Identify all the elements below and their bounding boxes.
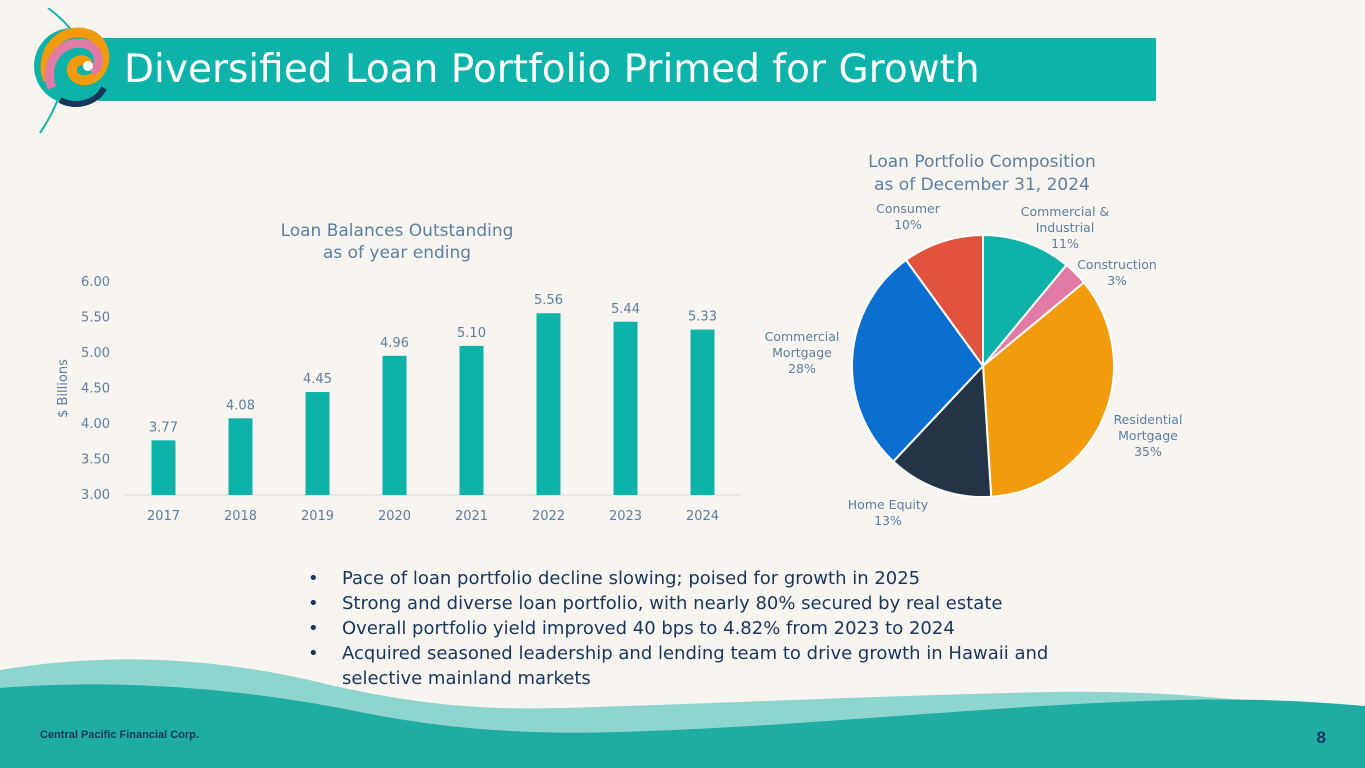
pie-slice-label: Construction bbox=[1077, 257, 1157, 272]
pie-slice-label: Home Equity bbox=[848, 497, 929, 512]
y-tick-label: 3.50 bbox=[81, 453, 110, 468]
y-tick-label: 6.00 bbox=[81, 275, 110, 290]
y-tick-label: 4.00 bbox=[81, 417, 110, 432]
bar bbox=[459, 345, 484, 495]
pie-slice-percent: 10% bbox=[894, 217, 922, 232]
pie-slice bbox=[891, 363, 993, 498]
x-tick-label: 2018 bbox=[224, 509, 257, 524]
pie-slice-percent: 13% bbox=[874, 513, 902, 528]
x-tick-label: 2017 bbox=[147, 509, 180, 524]
page-number: 8 bbox=[1316, 728, 1326, 747]
pie-chart-title-line-2: as of December 31, 2024 bbox=[874, 175, 1090, 195]
bar bbox=[228, 418, 253, 495]
bar-chart: 3.00 3.50 4.00 4.50 5.00 5.50 6.00 $ Billions 3.… bbox=[56, 275, 741, 524]
x-tick-label: 2020 bbox=[378, 509, 411, 524]
pie-slice-label: Mortgage bbox=[1118, 428, 1178, 443]
bar-value-label: 3.77 bbox=[149, 420, 178, 435]
pie-slice-label: Industrial bbox=[1036, 220, 1095, 235]
slide-title: Diversified Loan Portfolio Primed for Gr… bbox=[124, 47, 980, 92]
bar bbox=[613, 321, 638, 495]
y-tick-label: 5.00 bbox=[81, 346, 110, 361]
pie-slice bbox=[851, 258, 985, 463]
x-tick-label: 2024 bbox=[686, 509, 719, 524]
pie-slice-percent: 28% bbox=[788, 361, 816, 376]
logo-icon bbox=[34, 8, 110, 134]
bullet-list: Pace of loan portfolio decline slowing; … bbox=[306, 566, 1126, 691]
pie-slice-label: Consumer bbox=[876, 201, 941, 216]
pie-chart-title-line-1: Loan Portfolio Composition bbox=[868, 152, 1096, 172]
bar-chart-title-line-1: Loan Balances Outstanding bbox=[280, 221, 514, 241]
y-tick-label: 5.50 bbox=[81, 311, 110, 326]
y-tick-label: 3.00 bbox=[81, 488, 110, 503]
bar bbox=[382, 355, 407, 495]
x-tick-label: 2019 bbox=[301, 509, 334, 524]
pie-slice-percent: 35% bbox=[1134, 444, 1162, 459]
bar-value-label: 5.56 bbox=[534, 293, 563, 308]
x-tick-label: 2022 bbox=[532, 509, 565, 524]
bar-value-label: 4.08 bbox=[226, 398, 255, 413]
bullet-item: Strong and diverse loan portfolio, with … bbox=[306, 591, 1126, 616]
pie-slice-label: Commercial bbox=[765, 329, 840, 344]
x-tick-label: 2023 bbox=[609, 509, 642, 524]
bar-value-label: 5.10 bbox=[457, 326, 486, 341]
bullet-item: Overall portfolio yield improved 40 bps … bbox=[306, 616, 1126, 641]
y-tick-label: 4.50 bbox=[81, 382, 110, 397]
pie-slice-label: Commercial & bbox=[1021, 204, 1110, 219]
title-bar bbox=[98, 38, 1156, 101]
x-tick-label: 2021 bbox=[455, 509, 488, 524]
y-axis-label: $ Billions bbox=[56, 359, 71, 418]
pie-slice-percent: 3% bbox=[1107, 273, 1127, 288]
footer-waves bbox=[0, 659, 1365, 768]
footer-company-name: Central Pacific Financial Corp. bbox=[40, 729, 199, 741]
pie-slice-percent: 11% bbox=[1051, 236, 1079, 251]
pie-slice bbox=[982, 233, 1068, 369]
pie-slice bbox=[981, 281, 1115, 498]
bar-value-label: 5.33 bbox=[688, 310, 717, 325]
bar-value-label: 5.44 bbox=[611, 302, 640, 317]
bar-chart-title-line-2: as of year ending bbox=[322, 243, 472, 263]
pie-slice-label: Mortgage bbox=[772, 345, 832, 360]
bar bbox=[690, 329, 715, 495]
bar-value-label: 4.96 bbox=[380, 336, 409, 351]
bar bbox=[151, 440, 176, 495]
bullet-item: Acquired seasoned leadership and lending… bbox=[306, 641, 1126, 691]
bar bbox=[536, 313, 561, 495]
bar-value-label: 4.45 bbox=[303, 372, 332, 387]
pie-slice bbox=[904, 233, 984, 370]
bar bbox=[305, 392, 330, 495]
pie-slice-label: Residential bbox=[1114, 412, 1183, 427]
bullet-item: Pace of loan portfolio decline slowing; … bbox=[306, 566, 1126, 591]
